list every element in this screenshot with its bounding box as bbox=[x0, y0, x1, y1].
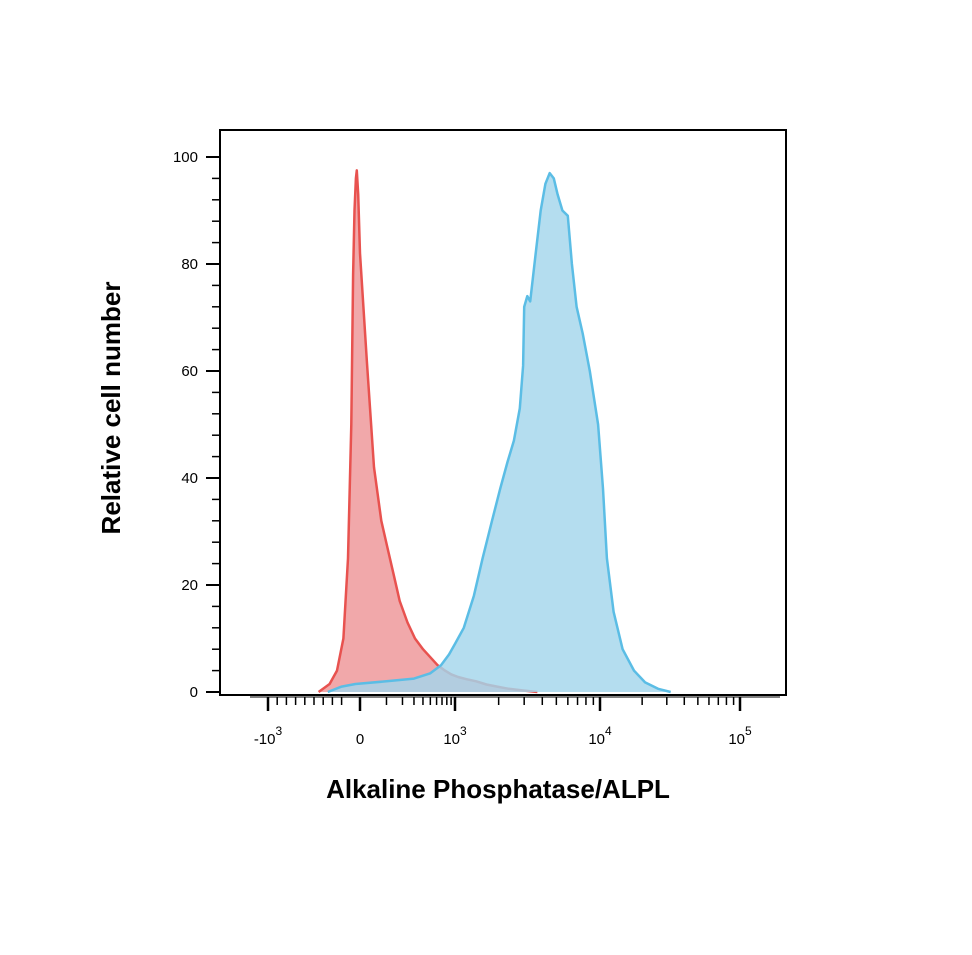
histogram-outline-1 bbox=[327, 171, 672, 694]
y-tick-label: 0 bbox=[190, 684, 198, 701]
y-tick-label: 20 bbox=[181, 577, 198, 594]
plot-frame bbox=[219, 129, 787, 696]
y-tick-label: 60 bbox=[181, 363, 198, 380]
y-axis-title: Relative cell number bbox=[96, 282, 126, 535]
y-axis: 0 20 40 60 80 100 bbox=[173, 149, 220, 701]
x-axis-title: Alkaline Phosphatase/ALPL bbox=[326, 774, 670, 804]
x-tick-label: 103 bbox=[443, 724, 467, 748]
histogram-fill-0 bbox=[318, 170, 538, 692]
x-tick-label: -103 bbox=[254, 724, 283, 748]
y-tick-label: 80 bbox=[181, 256, 198, 273]
histogram-fill-1 bbox=[327, 173, 671, 693]
x-tick-label: 0 bbox=[356, 731, 364, 748]
histogram-areas bbox=[317, 169, 672, 694]
y-tick-label: 40 bbox=[181, 470, 198, 487]
x-axis: -103 0 103 104 105 bbox=[250, 696, 780, 748]
x-tick-label: 105 bbox=[728, 724, 752, 748]
y-tick-label: 100 bbox=[173, 149, 198, 166]
x-tick-label: 104 bbox=[588, 724, 612, 748]
